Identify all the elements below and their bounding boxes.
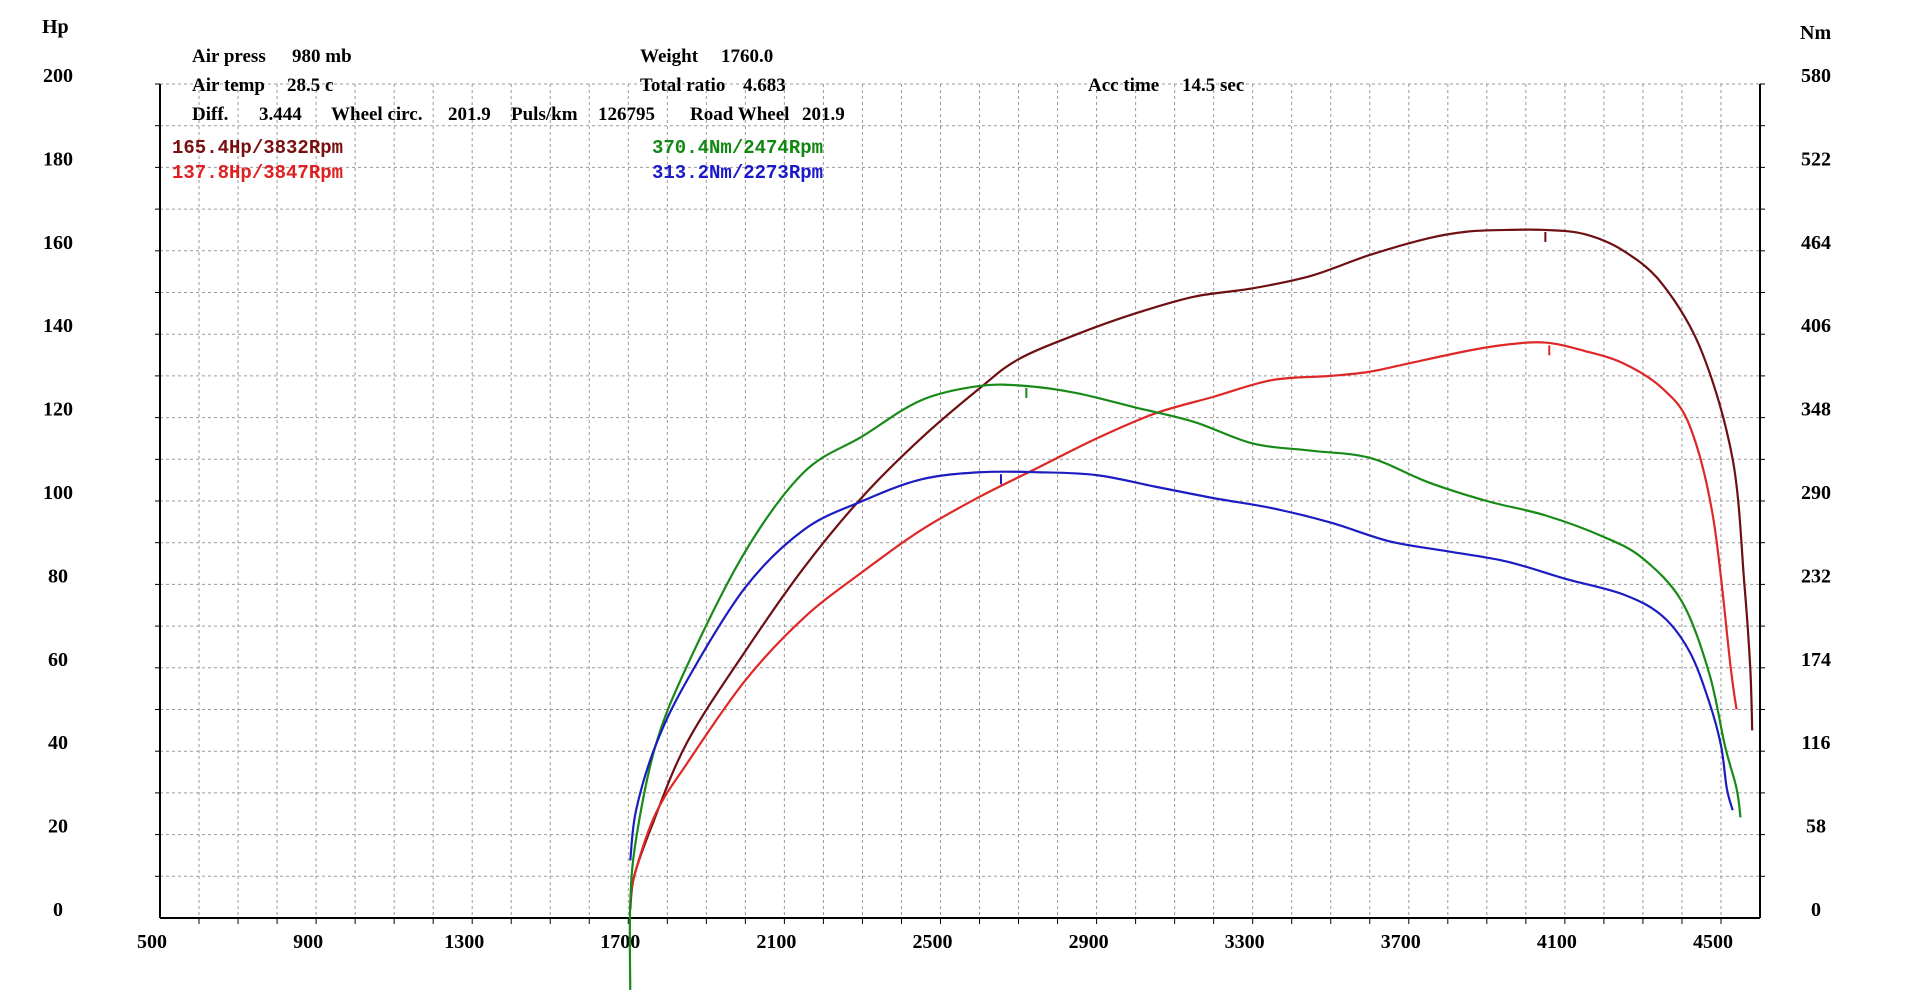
- y-left-tick-label: 80: [48, 565, 68, 587]
- air-temp-value: 28.5 c: [287, 75, 334, 96]
- air-press-value: 980 mb: [292, 46, 352, 67]
- y-right-tick-label: 0: [1811, 899, 1821, 921]
- x-tick-label: 1300: [444, 931, 484, 953]
- x-tick-label: 900: [293, 931, 323, 953]
- right-axis-unit: Nm: [1800, 22, 1832, 44]
- road-wheel-value: 201.9: [802, 104, 845, 125]
- y-left-tick-label: 60: [48, 649, 68, 671]
- air-press-label: Air press: [192, 46, 266, 67]
- x-tick-label: 1700: [600, 931, 640, 953]
- wheel-circ-value: 201.9: [448, 104, 491, 125]
- wheel-circ-label: Wheel circ.: [331, 104, 423, 125]
- curves: [628, 228, 1754, 990]
- y-right-tick-label: 174: [1801, 649, 1831, 671]
- y-left-tick-label: 40: [48, 732, 68, 754]
- series-line-3: [628, 383, 1742, 990]
- diff-value: 3.444: [259, 104, 302, 125]
- x-tick-label: 3300: [1225, 931, 1265, 953]
- x-tick-label: 500: [137, 931, 167, 953]
- peak-label-power-1: 165.4Hp/3832Rpm: [172, 137, 344, 159]
- x-tick-label: 2100: [756, 931, 796, 953]
- puls-km-value: 126795: [598, 104, 655, 125]
- y-left-tick-label: 140: [43, 315, 73, 337]
- series-line-1: [629, 228, 1754, 910]
- weight-label: Weight: [640, 46, 699, 67]
- x-tick-label: 4500: [1693, 931, 1733, 953]
- y-right-tick-label: 232: [1801, 565, 1831, 587]
- air-temp-label: Air temp: [192, 75, 265, 96]
- y-left-tick-label: 180: [43, 148, 73, 170]
- x-tick-label: 3700: [1381, 931, 1421, 953]
- total-ratio-value: 4.683: [743, 75, 786, 96]
- peak-label-torque-2: 313.2Nm/2273Rpm: [652, 162, 824, 184]
- x-tick-label: 2900: [1069, 931, 1109, 953]
- total-ratio-label: Total ratio: [640, 75, 726, 96]
- y-left-tick-label: 100: [43, 482, 73, 504]
- y-left-tick-label: 160: [43, 232, 73, 254]
- y-right-tick-label: 348: [1801, 399, 1831, 421]
- diff-label: Diff.: [192, 104, 229, 125]
- y-right-tick-label: 464: [1801, 232, 1831, 254]
- x-tick-label: 4100: [1537, 931, 1577, 953]
- y-left-tick-label: 120: [43, 399, 73, 421]
- y-right-tick-label: 406: [1801, 315, 1831, 337]
- y-right-tick-label: 58: [1806, 816, 1826, 838]
- peak-label-torque-1: 370.4Nm/2474Rpm: [652, 137, 824, 159]
- acc-time-value: 14.5 sec: [1182, 75, 1245, 96]
- y-right-tick-label: 580: [1801, 65, 1831, 87]
- peak-label-power-2: 137.8Hp/3847Rpm: [172, 162, 344, 184]
- grid-lines: [160, 83, 1760, 918]
- y-right-tick-label: 522: [1801, 148, 1831, 170]
- y-left-tick-label: 0: [53, 899, 63, 921]
- acc-time-label: Acc time: [1088, 75, 1160, 96]
- x-tick-label: 2500: [912, 931, 952, 953]
- weight-value: 1760.0: [721, 46, 774, 67]
- y-left-tick-label: 200: [43, 65, 73, 87]
- series-line-2: [629, 341, 1738, 906]
- y-right-tick-label: 290: [1801, 482, 1831, 504]
- y-right-tick-label: 116: [1802, 732, 1831, 754]
- series-line-4: [629, 470, 1734, 861]
- road-wheel-label: Road Wheel: [690, 104, 790, 125]
- axes: [155, 83, 1765, 924]
- y-left-tick-label: 20: [48, 816, 68, 838]
- tick-labels: 500 900 1300 1700 2100 2500 2900 3300 3700 4100 45…: [43, 65, 1831, 953]
- left-axis-unit: Hp: [42, 16, 69, 38]
- puls-km-label: Puls/km: [511, 104, 578, 125]
